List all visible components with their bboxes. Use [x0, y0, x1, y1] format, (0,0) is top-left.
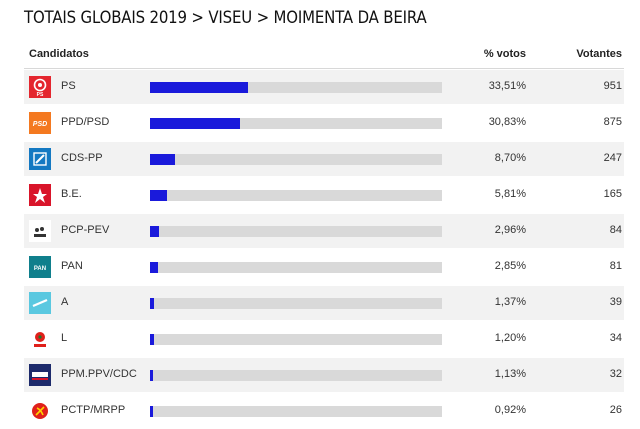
- header-percent: % votos: [483, 48, 526, 60]
- party-name: PPM.PPV/CDC: [61, 368, 137, 380]
- table-row: PAN PAN 2,85% 81: [24, 250, 624, 285]
- cdu-logo-icon: [29, 220, 51, 242]
- table-row: PPM.PPV/CDC 1,13% 32: [24, 358, 624, 393]
- vote-bar-track: [150, 118, 442, 129]
- table-row: L 1,20% 34: [24, 322, 624, 357]
- vote-bar-track: [150, 226, 442, 237]
- vote-bar-fill: [150, 298, 154, 309]
- table-row: B.E. 5,81% 165: [24, 178, 624, 213]
- svg-text:PS: PS: [37, 92, 44, 98]
- basta-logo-icon: [29, 364, 51, 386]
- table-row: A 1,37% 39: [24, 286, 624, 321]
- vote-percent: 1,20%: [494, 332, 526, 344]
- vote-percent: 8,70%: [494, 152, 526, 164]
- vote-bar-track: [150, 370, 442, 381]
- table-row: PSD PPD/PSD 30,83% 875: [24, 106, 624, 141]
- vote-count: 34: [609, 332, 622, 344]
- party-name: PS: [61, 80, 76, 92]
- vote-percent: 2,85%: [494, 260, 526, 272]
- vote-bar-track: [150, 190, 442, 201]
- table-body: PS PS 33,51% 951 PSD PPD/PSD 30,83% 875 CDS-PP 8,…: [24, 70, 624, 429]
- table-row: PS PS 33,51% 951: [24, 70, 624, 105]
- cds-logo-icon: [29, 148, 51, 170]
- vote-count: 875: [603, 116, 622, 128]
- vote-bar-fill: [150, 370, 153, 381]
- header-candidates: Candidatos: [29, 48, 89, 60]
- vote-count: 247: [603, 152, 622, 164]
- vote-percent: 30,83%: [488, 116, 526, 128]
- party-name: B.E.: [61, 188, 82, 200]
- page-title: TOTAIS GLOBAIS 2019 > VISEU > MOIMENTA D…: [24, 8, 427, 28]
- livre-logo-icon: [29, 328, 51, 350]
- vote-bar-track: [150, 406, 442, 417]
- table-row: PCP-PEV 2,96% 84: [24, 214, 624, 249]
- party-name: PPD/PSD: [61, 116, 110, 128]
- vote-count: 32: [609, 368, 622, 380]
- vote-bar-fill: [150, 226, 159, 237]
- vote-count: 165: [603, 188, 622, 200]
- vote-bar-fill: [150, 82, 248, 93]
- vote-count: 951: [603, 80, 622, 92]
- vote-count: 39: [609, 296, 622, 308]
- vote-bar-fill: [150, 190, 167, 201]
- svg-text:PSD: PSD: [33, 121, 47, 128]
- vote-bar-track: [150, 334, 442, 345]
- vote-bar-track: [150, 154, 442, 165]
- results-table: Candidatos % votos Votantes PS PS 33,51% 95…: [24, 40, 624, 429]
- vote-percent: 5,81%: [494, 188, 526, 200]
- vote-count: 26: [609, 404, 622, 416]
- vote-percent: 0,92%: [494, 404, 526, 416]
- vote-bar-track: [150, 262, 442, 273]
- vote-percent: 1,13%: [494, 368, 526, 380]
- vote-percent: 33,51%: [488, 80, 526, 92]
- vote-bar-fill: [150, 262, 158, 273]
- ps-logo-icon: PS: [29, 76, 51, 98]
- pctp-logo-icon: [29, 400, 51, 422]
- vote-bar-fill: [150, 118, 240, 129]
- party-name: CDS-PP: [61, 152, 103, 164]
- vote-count: 81: [609, 260, 622, 272]
- party-name: A: [61, 296, 69, 308]
- vote-bar-track: [150, 298, 442, 309]
- party-name: PAN: [61, 260, 83, 272]
- pan-logo-icon: PAN: [29, 256, 51, 278]
- table-header: Candidatos % votos Votantes: [24, 40, 624, 69]
- party-name: PCTP/MRPP: [61, 404, 126, 416]
- vote-percent: 1,37%: [494, 296, 526, 308]
- vote-bar-fill: [150, 154, 175, 165]
- psd-logo-icon: PSD: [29, 112, 51, 134]
- table-row: CDS-PP 8,70% 247: [24, 142, 624, 177]
- vote-count: 84: [609, 224, 622, 236]
- be-logo-icon: [29, 184, 51, 206]
- vote-bar-fill: [150, 406, 153, 417]
- party-name: L: [61, 332, 68, 344]
- svg-text:PAN: PAN: [34, 266, 46, 272]
- vote-percent: 2,96%: [494, 224, 526, 236]
- party-name: PCP-PEV: [61, 224, 110, 236]
- vote-bar-track: [150, 82, 442, 93]
- alianca-logo-icon: [29, 292, 51, 314]
- vote-bar-fill: [150, 334, 154, 345]
- header-voters: Votantes: [576, 48, 622, 60]
